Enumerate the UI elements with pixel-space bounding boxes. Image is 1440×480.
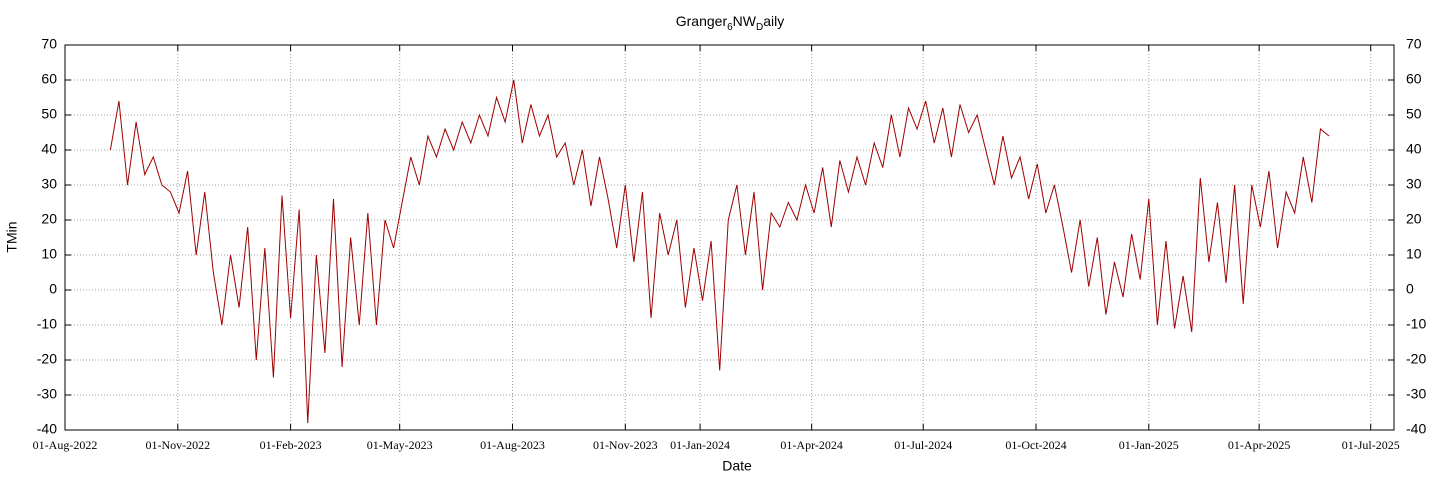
y2-tick-label: 10 [1406,246,1422,262]
y2-tick-label: 40 [1406,141,1422,157]
y2-tick-label: -30 [1406,386,1426,402]
x-tick-label: 01-Aug-2023 [480,438,545,452]
title-part: D [756,22,763,33]
x-axis-label: Date [722,458,752,474]
title-part: NW [733,13,757,29]
data-line [109,79,1330,424]
y2-tick-label: 0 [1406,281,1414,297]
y2-tick-label: 70 [1406,36,1422,52]
y-tick-label: 70 [41,36,57,52]
title-part: Granger [676,13,728,29]
x-tick-label: 01-Nov-2022 [145,438,210,452]
x-tick-label: 01-Jul-2025 [1342,438,1400,452]
y2-tick-label: 60 [1406,71,1422,87]
x-tick-label: 01-Oct-2024 [1005,438,1066,452]
x-tick-label: 01-Jul-2024 [894,438,952,452]
y2-tick-label: 50 [1406,106,1422,122]
title-part: aily [763,13,784,29]
x-tick-label: 01-Nov-2023 [593,438,658,452]
y2-tick-label: 20 [1406,211,1422,227]
x-tick-label: 01-Jan-2024 [670,438,730,452]
y-tick-label: -20 [37,351,57,367]
y-tick-label: 20 [41,211,57,227]
y2-tick-label: -10 [1406,316,1426,332]
title-part: 6 [727,22,733,33]
x-tick-label: 01-Jan-2025 [1119,438,1179,452]
x-tick-label: 01-Feb-2023 [260,438,322,452]
x-tick-label: 01-Apr-2024 [780,438,842,452]
y2-tick-label: -40 [1406,421,1426,437]
y-tick-label: 40 [41,141,57,157]
y-tick-label: 30 [41,176,57,192]
y-tick-label: 60 [41,71,57,87]
y-tick-label: -40 [37,421,57,437]
plot-frame [64,44,1395,431]
y-tick-label: -10 [37,316,57,332]
y-axis-label: TMin [4,221,20,252]
y-tick-label: 50 [41,106,57,122]
chart-title: Granger6NWDaily [676,13,785,33]
y-tick-label: 10 [41,246,57,262]
x-tick-label: 01-Apr-2025 [1228,438,1290,452]
x-tick-label: 01-Aug-2022 [33,438,98,452]
y-tick-label: -30 [37,386,57,402]
y-tick-label: 0 [49,281,57,297]
y2-tick-label: -20 [1406,351,1426,367]
y2-tick-label: 30 [1406,176,1422,192]
x-tick-label: 01-May-2023 [367,438,433,452]
